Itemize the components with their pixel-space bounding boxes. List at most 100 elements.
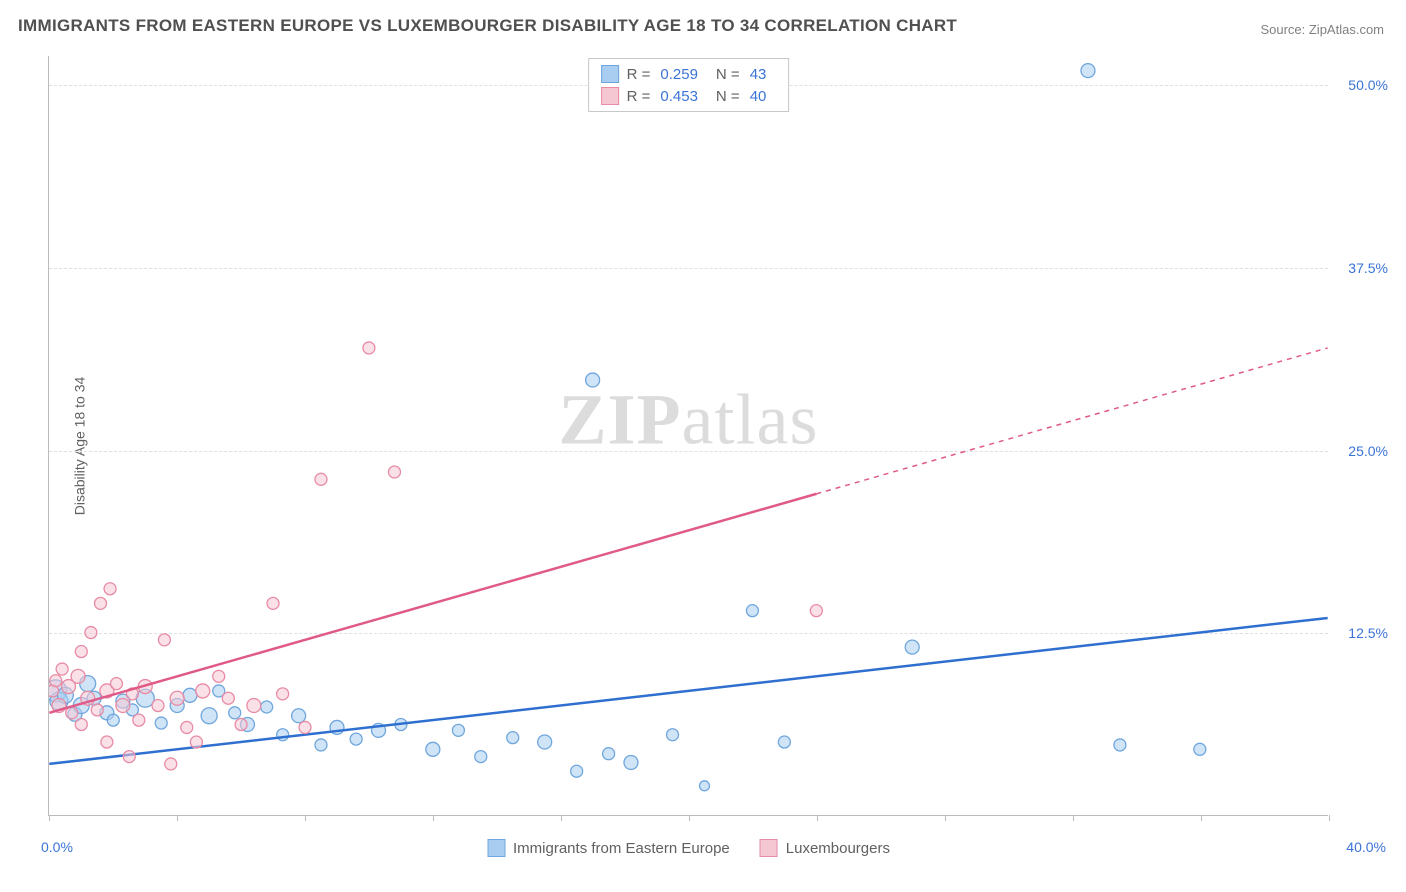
legend-item: Luxembourgers [760,839,890,857]
y-tick-label: 25.0% [1338,443,1388,459]
legend-row: R = 0.259 N = 43 [601,63,777,85]
scatter-point [277,729,289,741]
scatter-point [100,706,114,720]
scatter-point [1114,739,1126,751]
scatter-point [299,721,311,733]
legend-label: Immigrants from Eastern Europe [513,840,730,857]
scatter-point [247,699,261,713]
x-tick-mark [1073,815,1074,821]
y-tick-label: 37.5% [1338,260,1388,276]
trend-line [49,618,1327,764]
legend-swatch [487,839,505,857]
gridline [49,451,1328,452]
gridline [49,633,1328,634]
x-axis-start-label: 0.0% [41,839,73,855]
scatter-point [222,692,234,704]
legend-correlation: R =0.259N =43R =0.453N =40 [588,58,790,112]
scatter-point [170,691,184,705]
gridline [49,268,1328,269]
scatter-point [213,685,225,697]
scatter-point [667,729,679,741]
scatter-point [104,583,116,595]
scatter-point [66,707,78,719]
scatter-point [165,758,177,770]
scatter-point [49,680,67,702]
scatter-point [136,689,154,707]
scatter-point [183,688,197,702]
x-tick-mark [49,815,50,821]
legend-series: Immigrants from Eastern Europe Luxembourg… [487,839,890,857]
scatter-point [778,736,790,748]
chart-svg [49,56,1328,815]
x-tick-mark [817,815,818,821]
scatter-point [81,691,95,705]
scatter-point [229,707,241,719]
scatter-point [261,701,273,713]
scatter-point [87,691,101,705]
x-tick-mark [945,815,946,821]
scatter-point [155,717,167,729]
chart-title: IMMIGRANTS FROM EASTERN EUROPE VS LUXEMB… [18,16,957,36]
scatter-point [190,736,202,748]
scatter-point [62,680,76,694]
scatter-point [350,733,362,745]
scatter-point [905,640,919,654]
scatter-point [75,646,87,658]
scatter-point [123,751,135,763]
legend-n-label: N = [716,66,740,83]
legend-n-value: 40 [750,88,767,105]
scatter-point [75,719,87,731]
scatter-point [152,700,164,712]
x-tick-mark [305,815,306,821]
scatter-point [213,670,225,682]
scatter-point [624,755,638,769]
scatter-point [292,709,306,723]
scatter-point [372,723,386,737]
scatter-point [52,699,66,713]
trend-line-extrapolated [816,348,1327,494]
source-label: Source: ZipAtlas.com [1260,22,1384,37]
scatter-point [201,708,217,724]
x-tick-mark [561,815,562,821]
x-axis-end-label: 40.0% [1346,839,1386,855]
legend-n-label: N = [716,88,740,105]
y-tick-label: 12.5% [1338,625,1388,641]
x-tick-mark [1329,815,1330,821]
legend-swatch [601,87,619,105]
scatter-point [571,765,583,777]
scatter-point [116,694,130,708]
scatter-point [57,687,73,703]
scatter-point [452,724,464,736]
scatter-point [746,605,758,617]
scatter-point [116,699,130,713]
x-tick-mark [177,815,178,821]
scatter-point [507,732,519,744]
scatter-point [107,714,119,726]
scatter-point [126,704,138,716]
legend-swatch [601,65,619,83]
scatter-point [315,473,327,485]
scatter-point [363,342,375,354]
scatter-point [603,748,615,760]
scatter-point [101,736,113,748]
legend-r-label: R = [627,88,651,105]
x-tick-mark [689,815,690,821]
scatter-point [50,675,62,687]
scatter-point [94,597,106,609]
scatter-point [100,684,114,698]
scatter-point [538,735,552,749]
scatter-point [388,466,400,478]
x-tick-mark [433,815,434,821]
legend-n-value: 43 [750,66,767,83]
scatter-point [699,781,709,791]
scatter-point [158,634,170,646]
scatter-point [315,739,327,751]
legend-r-value: 0.259 [660,66,698,83]
scatter-point [56,663,68,675]
scatter-point [1081,64,1095,78]
legend-r-label: R = [627,66,651,83]
x-tick-mark [1201,815,1202,821]
scatter-point [126,688,138,700]
scatter-point [110,678,122,690]
scatter-point [586,373,600,387]
